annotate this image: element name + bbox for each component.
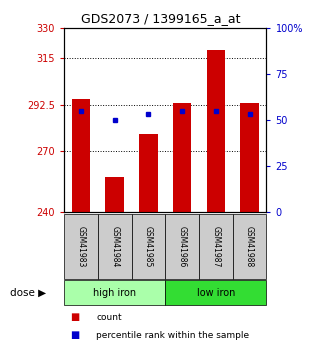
Bar — [173, 104, 191, 212]
Text: GSM41984: GSM41984 — [110, 226, 119, 267]
Text: high iron: high iron — [93, 288, 136, 298]
Text: GSM41987: GSM41987 — [211, 226, 221, 267]
Text: count: count — [96, 313, 122, 322]
Text: ■: ■ — [71, 331, 80, 340]
Bar — [240, 104, 259, 212]
Bar — [207, 50, 225, 212]
Text: dose ▶: dose ▶ — [10, 288, 46, 298]
Text: percentile rank within the sample: percentile rank within the sample — [96, 331, 249, 340]
Bar — [72, 99, 90, 212]
Text: GSM41986: GSM41986 — [178, 226, 187, 267]
Text: low iron: low iron — [197, 288, 235, 298]
Text: GSM41985: GSM41985 — [144, 226, 153, 267]
Text: GDS2073 / 1399165_a_at: GDS2073 / 1399165_a_at — [81, 12, 240, 25]
Bar — [106, 177, 124, 212]
Text: GSM41983: GSM41983 — [76, 226, 86, 267]
Bar — [139, 134, 158, 212]
Text: GSM41988: GSM41988 — [245, 226, 254, 267]
Text: ■: ■ — [71, 313, 80, 322]
